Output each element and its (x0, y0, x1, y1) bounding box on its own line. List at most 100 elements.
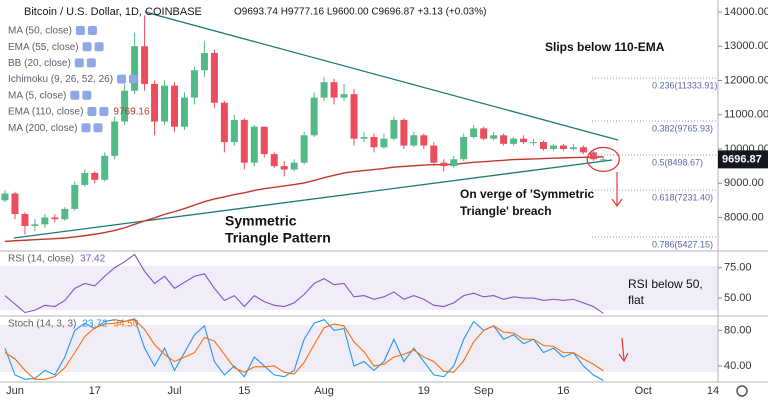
candle-body (350, 94, 358, 139)
candle-body (51, 217, 59, 220)
rsi-band (0, 266, 718, 310)
candle-body (11, 193, 19, 215)
candle-body (161, 85, 169, 122)
candle-body (1, 193, 9, 201)
lower-trendline (13, 159, 613, 239)
candle-body (380, 138, 388, 148)
indicator-label: MA (200, close) (8, 123, 77, 134)
indicator-icon (129, 74, 139, 84)
x-tick-label: 14 (707, 385, 719, 397)
candle-body (280, 166, 288, 170)
indicator-label: MA (50, close) (8, 26, 72, 37)
panel-title: Stoch (14, 3, 3) (8, 319, 76, 330)
candle-body (310, 97, 318, 136)
candle-body (320, 82, 328, 98)
fib-label: 0.382(9765.93) (652, 123, 713, 133)
indicator-icon (86, 58, 96, 68)
indicator-value: 34.50 (113, 319, 138, 330)
candle-body (240, 119, 248, 163)
fib-label: 0.786(5427.15) (652, 239, 713, 249)
chart-title: Bitcoin / U.S. Dollar, 1D, COINBASE (24, 6, 202, 18)
annotation: On verge of 'Symmetric (460, 187, 595, 201)
candle-body (101, 155, 109, 180)
y-tick-label: 11000.00 (724, 109, 768, 121)
y-tick-label: 14000.00 (724, 6, 768, 18)
candle-body (21, 214, 29, 227)
candle-body (530, 142, 538, 144)
indicator-icon (82, 42, 92, 52)
indicator-icon (87, 26, 97, 35)
indicator-label: EMA (110, close) (8, 107, 83, 118)
settings-icon[interactable] (736, 385, 748, 397)
candle-body (31, 224, 39, 227)
y-tick-label: 13000.00 (724, 40, 768, 52)
fib-label: 0.5(8498.67) (652, 157, 703, 167)
candle-body (41, 217, 49, 225)
indicator-label: EMA (55, close) (8, 42, 79, 53)
x-tick-label: Aug (314, 385, 334, 397)
candle-body (370, 136, 378, 148)
stoch-band (0, 325, 718, 372)
x-tick-label: Jun (6, 385, 24, 397)
candle-body (131, 46, 139, 91)
candle-body (260, 126, 268, 155)
indicator-value: 9769.16 (113, 107, 150, 118)
candle-body (549, 145, 557, 149)
candle-body (220, 102, 228, 143)
fib-label: 0.236(11333.91) (652, 80, 717, 90)
indicator-label: Ichimoku (9, 26, 52, 26) (8, 74, 113, 85)
candle-body (440, 162, 448, 167)
candle-body (579, 147, 587, 153)
candle-body (450, 159, 458, 167)
candle-body (250, 126, 258, 163)
candle-body (200, 53, 208, 71)
indicator-icon (75, 26, 85, 35)
candle-body (460, 136, 468, 160)
candle-body (480, 128, 488, 139)
indicator-line (4, 319, 604, 380)
candle-body (180, 97, 188, 127)
x-tick-label: 16 (557, 385, 569, 397)
ema-line (4, 156, 604, 243)
candle-body (539, 142, 547, 149)
indicator-icon (81, 123, 91, 133)
annotation: Symmetric (225, 213, 297, 229)
indicator-value: 37.42 (80, 254, 105, 265)
candle-body (520, 138, 528, 143)
candle-body (290, 162, 298, 170)
x-tick-label: 19 (418, 385, 430, 397)
highlight-circle (586, 146, 620, 173)
fib-label: 0.618(7231.40) (652, 192, 713, 202)
candle-body (71, 184, 79, 209)
indicator-icon (74, 58, 84, 68)
candle-body (111, 121, 119, 156)
indicator-icon (93, 123, 103, 133)
indicator-icon (94, 42, 104, 52)
ohlc-readout: O9693.74 H9777.16 L9600.00 C9696.87 +3.1… (234, 7, 486, 18)
candle-body (91, 172, 99, 180)
y-tick-label: 8000.00 (724, 211, 764, 223)
candle-body (360, 136, 368, 139)
candle-body (210, 53, 218, 103)
y-tick-label: 40.00 (724, 360, 752, 372)
candle-body (400, 119, 408, 146)
breach-arrow (611, 172, 623, 208)
annotation: RSI below 50, (628, 277, 703, 291)
candle-body (270, 154, 278, 167)
candle-body (121, 90, 129, 122)
indicator-label: MA (5, close) (8, 90, 66, 101)
y-tick-label: 9000.00 (724, 177, 764, 189)
y-tick-label: 12000.00 (724, 74, 768, 86)
annotation: Triangle' breach (460, 204, 552, 218)
indicator-line (4, 253, 604, 314)
candle-body (569, 147, 577, 149)
annotation: Triangle Pattern (225, 230, 331, 246)
candle-body (599, 159, 607, 161)
y-tick-label: 75.00 (724, 262, 752, 274)
candle-body (490, 135, 498, 139)
candle-body (500, 135, 508, 144)
candle-body (340, 94, 348, 98)
candle-body (141, 46, 149, 84)
x-tick-label: Jul (167, 385, 181, 397)
